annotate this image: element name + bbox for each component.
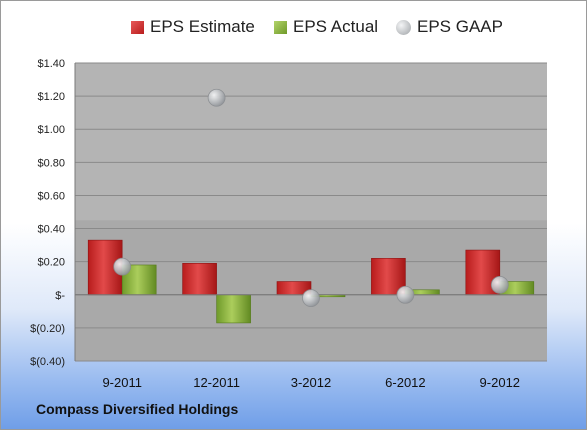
plot-background-upper [75, 63, 547, 221]
legend-label-estimate: EPS Estimate [150, 17, 255, 36]
x-tick-label: 9-2012 [480, 375, 520, 390]
legend-item-actual: EPS Actual [274, 17, 378, 37]
bar-eps-actual [216, 294, 251, 324]
legend-swatch-actual [274, 20, 287, 34]
y-tick-label: $(0.20) [30, 323, 65, 335]
legend-swatch-gaap [396, 19, 411, 35]
x-tick-label: 9-2011 [102, 375, 142, 390]
y-tick-label: $(0.40) [30, 356, 65, 368]
y-tick-label: $0.60 [37, 190, 65, 202]
marker-eps-gaap [113, 257, 132, 276]
y-tick-label: $- [55, 290, 65, 302]
legend-item-gaap: EPS GAAP [396, 17, 503, 37]
legend-item-estimate: EPS Estimate [131, 17, 255, 37]
y-tick-label: $0.80 [37, 157, 65, 169]
bar-eps-estimate [182, 263, 217, 296]
plot-area: $1.40 $1.20 $1.00 $0.80 $0.60 $0.40 $0.20 $- $(0… [30, 58, 547, 390]
y-tick-label: $1.00 [37, 124, 65, 136]
marker-eps-gaap [302, 289, 320, 307]
marker-eps-gaap [396, 285, 415, 304]
y-tick-label: $1.20 [37, 91, 65, 103]
legend-swatch-estimate [131, 20, 144, 34]
y-tick-label: $0.20 [37, 257, 65, 269]
y-tick-label: $0.40 [37, 224, 65, 236]
y-tick-label: $1.40 [37, 58, 65, 70]
legend-label-actual: EPS Actual [293, 17, 379, 36]
x-tick-label: 6-2012 [385, 375, 425, 390]
legend: EPS Estimate EPS Actual EPS GAAP [1, 17, 586, 43]
legend-label-gaap: EPS GAAP [417, 17, 503, 36]
company-name: Compass Diversified Holdings [36, 401, 239, 417]
marker-eps-gaap [207, 88, 226, 107]
x-tick-label: 12-2011 [193, 375, 240, 390]
marker-eps-gaap [490, 275, 509, 294]
x-tick-label: 3-2012 [291, 375, 331, 390]
